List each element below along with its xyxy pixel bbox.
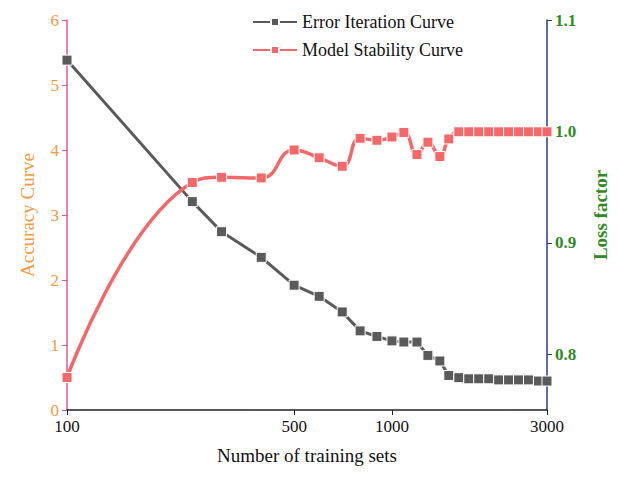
svg-text:1000: 1000 <box>375 417 409 436</box>
svg-text:1.1: 1.1 <box>555 11 576 30</box>
svg-text:Model Stability Curve: Model Stability Curve <box>302 40 463 60</box>
svg-text:3000: 3000 <box>530 417 564 436</box>
svg-text:100: 100 <box>54 417 80 436</box>
svg-text:500: 500 <box>281 417 307 436</box>
svg-text:Number of training sets: Number of training sets <box>217 445 397 466</box>
svg-text:0: 0 <box>50 400 59 420</box>
svg-text:Accuracy Curve: Accuracy Curve <box>17 153 38 277</box>
svg-text:4: 4 <box>51 141 60 160</box>
svg-text:1.0: 1.0 <box>555 122 576 141</box>
svg-text:Error Iteration Curve: Error Iteration Curve <box>302 12 454 32</box>
svg-text:6: 6 <box>51 11 60 30</box>
svg-text:3: 3 <box>51 206 60 225</box>
svg-text:2: 2 <box>51 271 60 290</box>
svg-text:Loss factor: Loss factor <box>590 169 611 260</box>
svg-text:5: 5 <box>51 76 60 95</box>
svg-text:0.9: 0.9 <box>555 233 576 252</box>
svg-text:1: 1 <box>51 336 60 355</box>
svg-text:0.8: 0.8 <box>555 345 576 364</box>
